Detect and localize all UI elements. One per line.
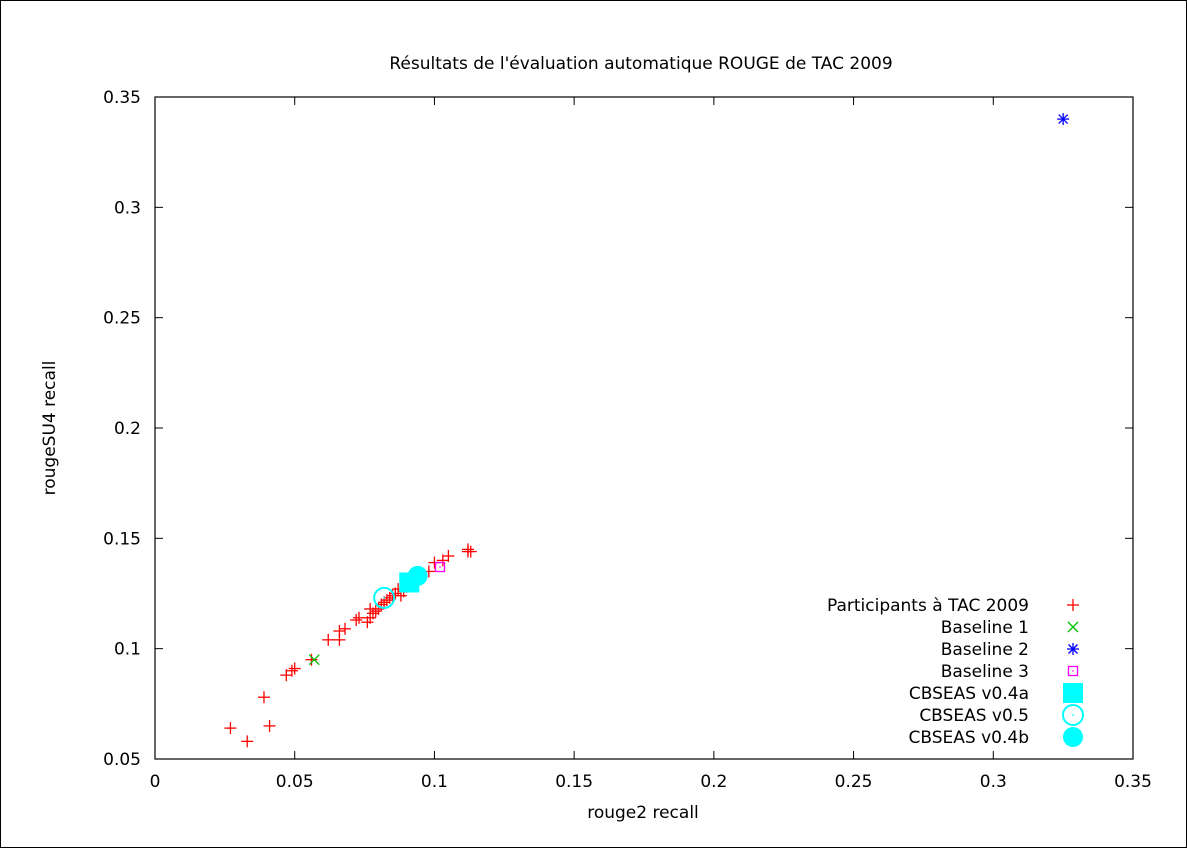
point-plus [339, 622, 352, 635]
y-axis-title: rougeSU4 recall [40, 361, 60, 496]
x-tick-label: 0.2 [700, 772, 727, 792]
legend-marker-open-square [1067, 665, 1079, 677]
y-tick-label: 0.05 [103, 750, 141, 770]
legend-marker-asterisk [1067, 643, 1079, 655]
point-open-square [434, 561, 446, 573]
x-tick-label: 0.15 [555, 772, 593, 792]
legend-label: Participants à TAC 2009 [827, 596, 1029, 616]
point-asterisk [1057, 113, 1070, 126]
point-plus [288, 662, 301, 675]
legend-label: Baseline 1 [941, 618, 1029, 638]
point-plus [257, 691, 270, 704]
x-tick-label: 0 [150, 772, 161, 792]
point-plus [263, 719, 276, 732]
y-tick-label: 0.3 [114, 198, 141, 218]
point-plus [241, 735, 254, 748]
legend-marker-filled-circle [1063, 727, 1083, 747]
x-tick-label: 0.1 [421, 772, 448, 792]
point-plus [369, 605, 382, 618]
x-axis-title: rouge2 recall [587, 803, 699, 823]
x-tick-label: 0.3 [980, 772, 1007, 792]
point-plus [285, 664, 298, 677]
point-plus [224, 722, 237, 735]
y-axis: 0.05 0.1 0.15 0.2 0.25 0.3 0.35 [103, 88, 1133, 770]
legend-marker-open-circle [1062, 704, 1084, 726]
point-plus [333, 625, 346, 638]
legend-label: CBSEAS v0.4a [909, 684, 1029, 704]
point-plus [461, 543, 474, 556]
x-axis: 0 0.05 0.1 0.15 0.2 0.25 0.3 0.35 [150, 97, 1152, 792]
legend-label: Baseline 2 [941, 640, 1029, 660]
data-points [224, 113, 1070, 748]
legend-marker-cross [1067, 621, 1079, 633]
x-tick-label: 0.35 [1114, 772, 1152, 792]
chart-title: Résultats de l'évaluation automatique RO… [389, 54, 892, 74]
y-tick-label: 0.2 [114, 419, 141, 439]
point-plus [464, 545, 477, 558]
point-filled-circle [407, 565, 428, 586]
legend-marker-plus [1067, 599, 1079, 611]
x-tick-label: 0.05 [276, 772, 314, 792]
legend-label: Baseline 3 [941, 662, 1029, 682]
point-plus [442, 549, 455, 562]
point-plus [322, 633, 335, 646]
y-tick-label: 0.15 [103, 529, 141, 549]
point-cross [308, 654, 320, 666]
x-tick-label: 0.25 [835, 772, 873, 792]
y-tick-label: 0.25 [103, 309, 141, 329]
legend-label: CBSEAS v0.4b [909, 728, 1029, 748]
point-open-circle [373, 586, 396, 609]
point-plus [352, 611, 365, 624]
y-tick-label: 0.1 [114, 640, 141, 660]
point-plus [350, 613, 363, 626]
legend-marker-filled-square [1063, 683, 1083, 703]
legend-label: CBSEAS v0.5 [919, 706, 1029, 726]
point-plus [305, 653, 318, 666]
y-tick-label: 0.35 [103, 88, 141, 108]
